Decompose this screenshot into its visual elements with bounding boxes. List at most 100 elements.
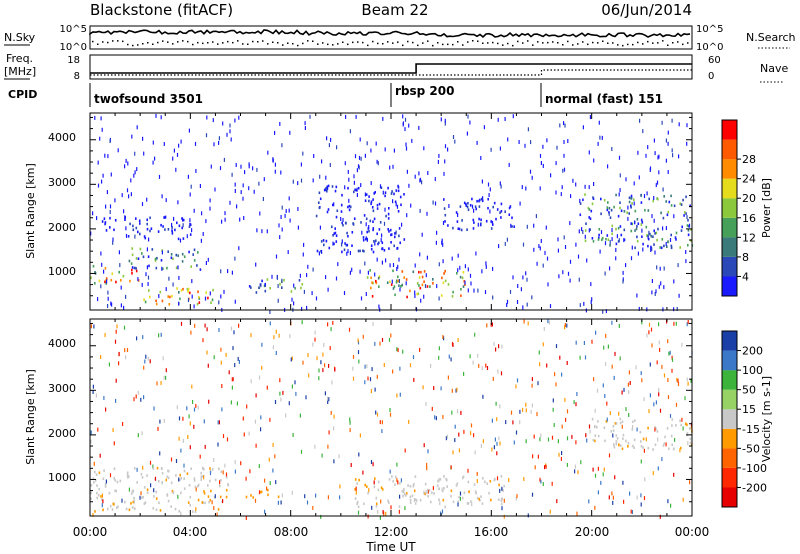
noise-left-tick-bottom: 10^0	[60, 42, 87, 53]
scatter-cell	[157, 426, 159, 431]
scatter-cell	[204, 296, 207, 301]
scatter-cell	[201, 501, 204, 504]
scatter-cell	[291, 297, 293, 302]
scatter-cell	[291, 384, 293, 389]
scatter-cell	[483, 125, 485, 130]
scatter-cell	[596, 388, 599, 393]
scatter-cell	[597, 490, 599, 495]
noise-search-dot	[607, 42, 609, 44]
scatter-cell	[347, 186, 349, 190]
scatter-cell	[367, 376, 369, 381]
scatter-cell	[397, 348, 399, 353]
scatter-cell	[372, 209, 375, 213]
scatter-cell	[591, 417, 594, 421]
scatter-cell	[384, 207, 386, 212]
scatter-cell	[414, 502, 417, 505]
scatter-cell	[499, 488, 501, 493]
scatter-cell	[218, 467, 220, 471]
scatter-cell	[480, 444, 482, 448]
scatter-cell	[479, 198, 481, 202]
scatter-cell	[480, 495, 482, 498]
scatter-cell	[382, 116, 384, 121]
scatter-cell	[464, 280, 466, 285]
scatter-cell	[566, 409, 569, 414]
scatter-cell	[438, 262, 440, 267]
scatter-cell	[366, 276, 369, 279]
scatter-cell	[239, 217, 241, 222]
scatter-cell	[656, 360, 658, 365]
scatter-cell	[648, 409, 650, 414]
scatter-cell	[357, 505, 360, 509]
scatter-cell	[398, 257, 400, 262]
scatter-cell	[158, 501, 160, 505]
scatter-cell	[106, 279, 108, 284]
scatter-cell	[137, 433, 139, 438]
scatter-cell	[398, 234, 400, 238]
scatter-cell	[211, 500, 213, 505]
scatter-cell	[326, 210, 329, 214]
scatter-cell	[245, 476, 247, 481]
scatter-cell	[577, 470, 579, 475]
scatter-cell	[563, 167, 566, 172]
scatter-cell	[440, 294, 443, 297]
noise-right-label: N.Search	[746, 31, 796, 44]
scatter-cell	[142, 495, 144, 499]
scatter-cell	[111, 508, 114, 511]
scatter-cell	[456, 482, 459, 485]
scatter-cell	[569, 278, 571, 283]
scatter-cell	[328, 430, 330, 435]
scatter-cell	[291, 356, 293, 361]
scatter-cell	[112, 502, 115, 506]
noise-panel: N.Sky 10^5 10^0 10^5 10^0 N.Search	[4, 24, 796, 53]
scatter-cell	[594, 505, 596, 510]
scatter-cell	[348, 204, 351, 208]
scatter-cell	[213, 355, 215, 360]
scatter-cell	[429, 285, 431, 288]
scatter-cell	[236, 204, 238, 209]
scatter-cell	[279, 235, 281, 240]
scatter-cell	[419, 498, 422, 502]
scatter-cell	[636, 218, 639, 221]
scatter-cell	[438, 487, 440, 491]
x-tick-label-0: 00:00	[73, 525, 108, 539]
scatter-cell	[117, 505, 119, 509]
scatter-cell	[558, 452, 560, 457]
scatter-cell	[343, 291, 346, 295]
scatter-cell	[390, 505, 392, 510]
scatter-cell	[395, 230, 397, 235]
scatter-cell	[333, 426, 335, 431]
noise-search-dot	[212, 41, 214, 43]
scatter-cell	[526, 302, 528, 307]
scatter-cell	[641, 228, 643, 233]
scatter-cell	[461, 276, 464, 280]
scatter-cell	[144, 300, 147, 304]
colorbar-swatch	[722, 276, 737, 296]
scatter-cell	[146, 227, 149, 231]
scatter-cell	[512, 114, 514, 119]
scatter-cell	[167, 228, 170, 231]
scatter-cell	[684, 396, 686, 401]
scatter-cell	[256, 228, 258, 233]
scatter-cell	[218, 300, 220, 305]
scatter-cell	[423, 280, 425, 283]
scatter-cell	[493, 445, 495, 450]
scatter-cell	[200, 471, 202, 475]
scatter-cell	[405, 281, 407, 286]
noise-left-tick-top: 10^5	[60, 24, 87, 35]
scatter-cell	[687, 243, 689, 247]
scatter-cell	[510, 223, 512, 228]
scatter-cell	[269, 321, 271, 326]
scatter-cell	[477, 288, 479, 293]
scatter-cell	[288, 208, 290, 213]
scatter-cell	[444, 159, 446, 164]
scatter-cell	[461, 496, 464, 500]
scatter-cell	[384, 147, 386, 152]
scatter-cell	[608, 495, 610, 500]
scatter-cell	[588, 216, 590, 219]
noise-search-dot	[292, 43, 294, 45]
scatter-cell	[585, 433, 587, 438]
scatter-cell	[348, 208, 351, 212]
scatter-cell	[364, 261, 366, 266]
scatter-cell	[279, 378, 281, 383]
